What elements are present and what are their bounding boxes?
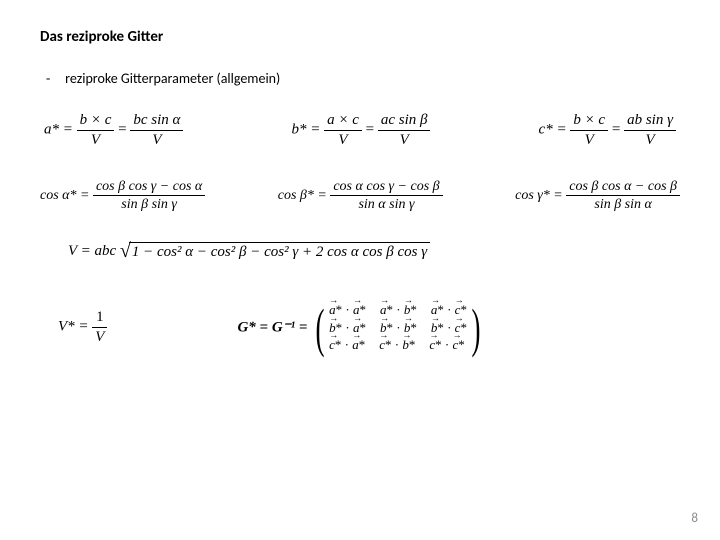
sqrt: √ 1 − cos² α − cos² β − cos² γ + 2 cos α… — [120, 242, 430, 261]
equation-cos-alpha: cos α* = cos β cos γ − cos αsin β sin γ — [40, 178, 205, 214]
bullet-dash: - — [46, 70, 62, 87]
equation-a-star: a* = b × cV = bc sin αV — [44, 111, 183, 150]
equation-c-star: c* = b × cV = ab sin γV — [539, 111, 676, 150]
equation-volume: V = abc √ 1 − cos² α − cos² β − cos² γ +… — [68, 242, 680, 261]
equation-v-star: V* = 1V — [58, 308, 107, 347]
equation-metric: G* = G⁻¹ = ( a* · a* a* · b* a* · c* b* … — [237, 301, 484, 355]
paren-left-icon: ( — [316, 301, 325, 355]
equation-cos-gamma: cos γ* = cos β cos α − cos βsin β sin α — [515, 178, 680, 214]
equation-row-cos: cos α* = cos β cos γ − cos αsin β sin γ … — [40, 178, 680, 214]
matrix-body: a* · a* a* · b* a* · c* b* · a* b* · b* … — [329, 301, 467, 354]
equation-row-abc: a* = b × cV = bc sin αV b* = a × cV = ac… — [40, 111, 680, 150]
matrix: ( a* · a* a* · b* a* · c* b* · a* b* · b… — [311, 301, 485, 355]
slide-title: Das reziproke Gitter — [40, 28, 680, 46]
slide: Das reziproke Gitter - reziproke Gitterp… — [0, 0, 720, 540]
page-number: 8 — [691, 511, 698, 526]
bullet-item: - reziproke Gitterparameter (allgemein) — [40, 70, 680, 87]
paren-right-icon: ) — [471, 301, 480, 355]
equation-b-star: b* = a × cV = ac sin βV — [291, 111, 430, 150]
bullet-text: reziproke Gitterparameter (allgemein) — [65, 70, 280, 87]
equation-row-bottom: V* = 1V G* = G⁻¹ = ( a* · a* a* · b* a* … — [58, 301, 680, 355]
equation-cos-beta: cos β* = cos α cos γ − cos βsin α sin γ — [278, 178, 443, 214]
